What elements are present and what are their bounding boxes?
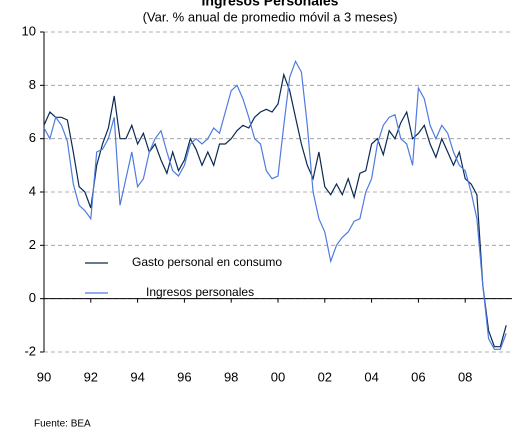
x-tick-label: 98	[224, 369, 238, 384]
series-line	[43, 59, 507, 350]
x-tick-label: 94	[130, 369, 144, 384]
y-tick-label: 4	[29, 183, 36, 198]
x-tick-label: 04	[364, 369, 378, 384]
x-tick-label: 00	[271, 369, 285, 384]
x-tick-label: 06	[411, 369, 425, 384]
y-tick-label: -2	[24, 343, 36, 358]
y-tick-label: 6	[29, 130, 36, 145]
x-tick-label: 90	[37, 369, 51, 384]
series-line	[43, 72, 507, 348]
legend-label: Gasto personal en consumo	[132, 255, 282, 269]
y-tick-label: 8	[29, 77, 36, 92]
chart-title: Ingresos Personales	[202, 0, 339, 9]
x-tick-label: 96	[177, 369, 191, 384]
x-tick-label: 08	[458, 369, 472, 384]
source: Fuente: BEA	[34, 419, 91, 430]
x-tick-label: 02	[318, 369, 332, 384]
y-tick-label: 10	[22, 23, 36, 38]
legend-label: Ingresos personales	[146, 285, 254, 299]
x-tick-label: 92	[84, 369, 98, 384]
y-tick-label: 2	[29, 237, 36, 252]
y-tick-label: 0	[29, 290, 36, 305]
chart-subtitle: (Var. % anual de promedio móvil a 3 mese…	[143, 9, 398, 24]
